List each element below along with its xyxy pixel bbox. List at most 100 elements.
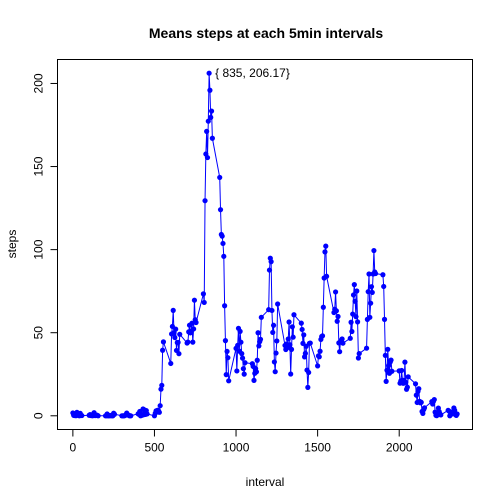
data-point (354, 319, 361, 325)
data-point (350, 292, 357, 298)
data-point (353, 314, 359, 320)
data-point (200, 291, 207, 297)
data-point (273, 350, 279, 356)
data-point (270, 322, 277, 328)
data-point (354, 288, 360, 294)
data-point (268, 259, 274, 265)
data-point (418, 399, 424, 405)
data-point (332, 289, 339, 295)
data-point (288, 346, 295, 352)
data-point (258, 314, 264, 320)
data-point (380, 272, 386, 278)
data-point (340, 340, 346, 346)
data-point (381, 316, 388, 322)
data-point (323, 273, 330, 279)
data-point (237, 328, 243, 334)
data-point (404, 384, 410, 390)
data-point (274, 338, 280, 344)
data-point (388, 357, 394, 363)
data-point (235, 342, 241, 348)
data-point (399, 367, 405, 374)
data-point (95, 413, 101, 419)
data-point (220, 240, 226, 247)
data-point (241, 371, 247, 377)
data-point (191, 326, 197, 332)
data-point (454, 411, 460, 417)
plot-box (57, 59, 473, 430)
data-point (173, 326, 179, 332)
data-point (285, 336, 291, 342)
x-tick-label: 0 (70, 441, 77, 455)
annotation: { 835, 206.17} (215, 66, 290, 80)
data-point (205, 118, 211, 124)
data-point (351, 282, 357, 288)
x-tick-label: 1500 (304, 441, 331, 455)
data-point (298, 320, 304, 326)
data-point (452, 407, 458, 413)
x-tick-label: 1000 (223, 441, 250, 455)
y-tick-label: 0 (32, 412, 46, 419)
data-point (323, 243, 329, 249)
data-point (209, 135, 215, 141)
data-point (168, 360, 174, 367)
y-tick-label: 50 (32, 326, 46, 340)
data-point (206, 70, 212, 76)
data-point (306, 369, 312, 376)
data-point (383, 378, 389, 384)
data-point (156, 409, 162, 415)
data-point (201, 299, 207, 306)
data-point (389, 368, 395, 374)
data-point (348, 319, 354, 325)
data-point (221, 253, 227, 259)
data-point (371, 247, 377, 254)
data-point (254, 357, 260, 363)
data-point (177, 331, 183, 337)
x-tick-label: 2000 (386, 441, 413, 455)
data-point (185, 339, 191, 345)
data-point (144, 411, 150, 417)
data-point (257, 336, 264, 342)
data-point (193, 319, 199, 326)
data-point (224, 348, 230, 355)
data-point (289, 324, 295, 330)
data-point (320, 304, 326, 310)
data-point (256, 343, 262, 349)
data-point (157, 403, 163, 409)
data-point (352, 298, 358, 304)
data-point (402, 359, 408, 365)
data-point (239, 351, 245, 357)
data-point (287, 342, 293, 348)
x-axis-label: interval (246, 475, 285, 489)
data-point (222, 338, 229, 344)
data-point (316, 354, 322, 360)
data-point (302, 350, 308, 356)
data-point (170, 307, 176, 313)
data-point (270, 329, 276, 336)
data-point (208, 114, 214, 121)
data-point (160, 339, 167, 345)
y-tick-label: 200 (32, 73, 46, 93)
data-point (217, 207, 224, 213)
data-point (337, 349, 343, 355)
data-point (176, 351, 182, 357)
data-point (333, 308, 339, 314)
data-point (226, 378, 232, 384)
data-point (208, 108, 215, 114)
data-point (159, 382, 165, 388)
data-point (299, 326, 305, 333)
data-point (288, 371, 294, 377)
data-point (385, 346, 391, 352)
data-point (238, 339, 244, 345)
data-point (251, 377, 257, 383)
data-point (202, 198, 208, 204)
data-point (421, 405, 428, 411)
data-point (322, 249, 328, 255)
data-point (111, 411, 118, 417)
chart-title: Means steps at each 5min intervals (149, 25, 383, 41)
data-point (222, 303, 228, 309)
data-point (416, 386, 422, 392)
data-point (207, 87, 213, 93)
data-point (307, 340, 313, 346)
